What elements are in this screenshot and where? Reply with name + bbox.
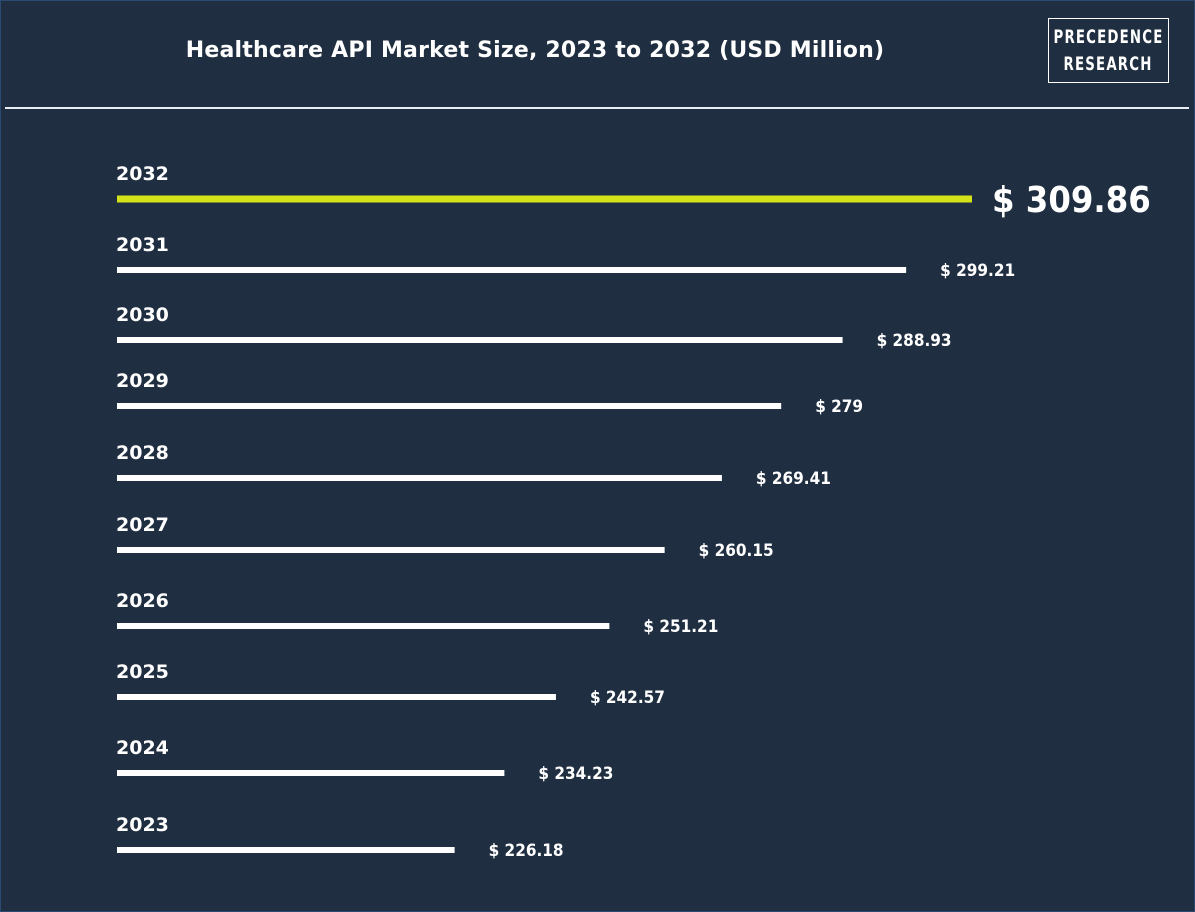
year-label: 2028 bbox=[116, 442, 169, 464]
value-label-2028: $ 269.41 bbox=[756, 469, 831, 489]
value-label-2024: $ 234.23 bbox=[538, 764, 613, 784]
value-label-2029: $ 279 bbox=[815, 397, 863, 417]
year-label: 2027 bbox=[116, 514, 169, 536]
year-label: 2032 bbox=[116, 163, 169, 185]
year-label: 2026 bbox=[116, 590, 169, 612]
bar-2024 bbox=[117, 770, 505, 776]
value-label-2025: $ 242.57 bbox=[590, 688, 665, 708]
bar-2025 bbox=[117, 694, 556, 700]
value-label-2031: $ 299.21 bbox=[940, 261, 1015, 281]
value-label-2023: $ 226.18 bbox=[489, 841, 564, 861]
value-label-2032: $ 309.86 bbox=[992, 180, 1151, 221]
bar-2027 bbox=[117, 547, 665, 553]
chart-title: Healthcare API Market Size, 2023 to 2032… bbox=[185, 38, 885, 63]
bar-2032 bbox=[117, 195, 972, 203]
precedence-research-logo: PRECEDENCE RESEARCH bbox=[1048, 18, 1169, 83]
logo-line-1: PRECEDENCE bbox=[1053, 25, 1164, 48]
value-label-2026: $ 251.21 bbox=[643, 617, 718, 637]
value-label-2027: $ 260.15 bbox=[699, 541, 774, 561]
year-label: 2025 bbox=[116, 661, 169, 683]
value-label-2030: $ 288.93 bbox=[877, 331, 952, 351]
year-label: 2024 bbox=[116, 737, 169, 759]
year-label: 2031 bbox=[116, 234, 169, 256]
header-divider bbox=[5, 107, 1189, 109]
bar-2023 bbox=[117, 847, 455, 853]
bar-2028 bbox=[117, 475, 722, 481]
bar-2026 bbox=[117, 623, 610, 629]
bar-2031 bbox=[117, 267, 907, 273]
year-label: 2023 bbox=[116, 814, 169, 836]
bar-2029 bbox=[117, 403, 782, 409]
logo-line-2: RESEARCH bbox=[1064, 52, 1153, 75]
bar-2030 bbox=[117, 337, 843, 343]
year-label: 2030 bbox=[116, 304, 169, 326]
year-label: 2029 bbox=[116, 370, 169, 392]
